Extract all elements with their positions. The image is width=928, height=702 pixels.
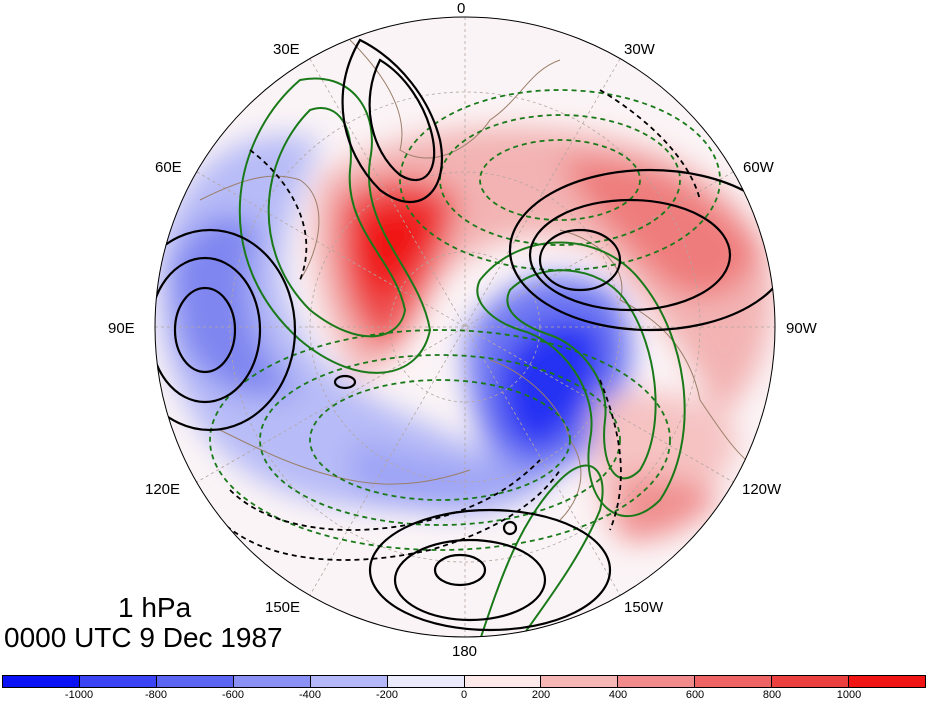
colorbar <box>2 675 926 688</box>
colorbar-tick-label: 600 <box>685 689 705 701</box>
colorbar-tick-label: 400 <box>608 689 628 701</box>
lon-label-150e: 150E <box>265 599 301 616</box>
colorbar-swatch <box>695 676 773 687</box>
lon-label-120w: 120W <box>742 481 782 498</box>
polar-stereographic-map <box>154 16 776 638</box>
colorbar-swatch <box>464 676 542 687</box>
globe-outline <box>154 16 776 638</box>
pressure-level-label: 1 hPa <box>118 592 192 623</box>
colorbar-swatch <box>156 676 234 687</box>
lon-label-60e: 60E <box>155 159 182 176</box>
colorbar-tick-label: 200 <box>531 689 551 701</box>
colorbar-swatch <box>79 676 157 687</box>
lon-label-120e: 120E <box>145 481 181 498</box>
colorbar-swatch <box>387 676 465 687</box>
colorbar-tick-label: 800 <box>762 689 782 701</box>
colorbar-swatch <box>310 676 388 687</box>
lon-label-90w: 90W <box>786 320 817 337</box>
dashed-contours-black <box>219 89 701 561</box>
lon-label-30e: 30E <box>273 41 300 58</box>
lon-label-30w: 30W <box>624 41 655 58</box>
colorbar-swatch <box>618 676 696 687</box>
colorbar-swatch <box>772 676 850 687</box>
solid-contours-black <box>155 38 775 632</box>
colorbar-swatch <box>849 676 926 687</box>
colorbar-swatch <box>541 676 619 687</box>
lon-label-180: 180 <box>452 643 478 660</box>
colorbar-swatch <box>3 676 80 687</box>
timestamp-label: 0000 UTC 9 Dec 1987 <box>4 622 283 653</box>
anomaly-shading <box>158 127 773 541</box>
lon-label-90e: 90E <box>108 320 135 337</box>
colorbar-tick-label: -600 <box>221 689 245 701</box>
colorbar-tick-label: 1000 <box>836 689 862 701</box>
solid-contours-green <box>238 77 686 637</box>
lon-label-0: 0 <box>457 0 466 17</box>
lon-label-60w: 60W <box>743 159 774 176</box>
colorbar-swatch <box>233 676 311 687</box>
graticule <box>155 17 775 637</box>
colorbar-tick-label: -400 <box>298 689 322 701</box>
colorbar-tick-label: -200 <box>375 689 399 701</box>
colorbar-tick-label: 0 <box>460 689 468 701</box>
lon-label-150w: 150W <box>624 599 664 616</box>
colorbar-tick-label: -1000 <box>64 689 94 701</box>
colorbar-tick-label: -800 <box>144 689 168 701</box>
